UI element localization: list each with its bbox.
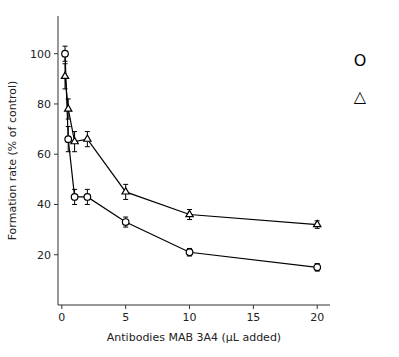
y-tick-label: 20 [37, 249, 51, 262]
x-tick-label: 5 [122, 311, 129, 324]
data-point [314, 264, 321, 271]
y-tick [54, 254, 58, 255]
x-tick [189, 305, 190, 309]
error-bar [85, 189, 90, 204]
series-line [65, 76, 317, 224]
chart-container: 0 5 10 15 20 20 40 60 80 100 Antibodies MAB 3A4 (μ… [0, 0, 399, 357]
data-point [84, 135, 91, 141]
plot-area [61, 46, 321, 271]
error-bar [72, 189, 77, 204]
data-point [71, 137, 78, 143]
y-tick [54, 53, 58, 54]
x-tick [317, 305, 318, 309]
error-bar [66, 127, 71, 152]
data-point [186, 210, 193, 216]
data-point [84, 194, 91, 201]
data-point [122, 188, 129, 194]
error-bar [63, 46, 68, 61]
y-tick-label: 100 [30, 48, 51, 61]
data-point [186, 249, 193, 256]
x-tick-label: 0 [58, 311, 65, 324]
y-tick [54, 204, 58, 205]
y-tick [54, 154, 58, 155]
legend-entry: △ [354, 87, 367, 106]
legend: O△ [354, 51, 367, 106]
data-point [314, 220, 321, 226]
y-axis-label: Formation rate (% of control) [6, 81, 19, 241]
x-tick [253, 305, 254, 309]
x-tick [61, 305, 62, 309]
x-tick-label: 15 [246, 311, 260, 324]
x-axis-label: Antibodies MAB 3A4 (μL added) [107, 331, 281, 344]
x-axis-line [58, 305, 330, 306]
y-tick [54, 103, 58, 104]
data-point [62, 50, 69, 57]
error-bar [187, 248, 192, 256]
x-tick-label: 20 [310, 311, 324, 324]
chart: 0 5 10 15 20 20 40 60 80 100 Antibodies MAB 3A4 (μ… [0, 0, 399, 357]
legend-entry: O [354, 51, 367, 70]
y-axis-line [58, 16, 59, 305]
data-point [65, 136, 72, 143]
data-point [122, 219, 129, 226]
series-line [65, 54, 317, 268]
data-point [71, 194, 78, 201]
data-point [65, 105, 72, 111]
x-tick [125, 305, 126, 309]
x-tick-label: 10 [183, 311, 197, 324]
data-point [61, 72, 68, 78]
y-tick-label: 40 [37, 198, 51, 211]
error-bar [123, 217, 128, 227]
error-bar [315, 264, 320, 272]
y-tick-label: 80 [37, 98, 51, 111]
y-tick-label: 60 [37, 148, 51, 161]
